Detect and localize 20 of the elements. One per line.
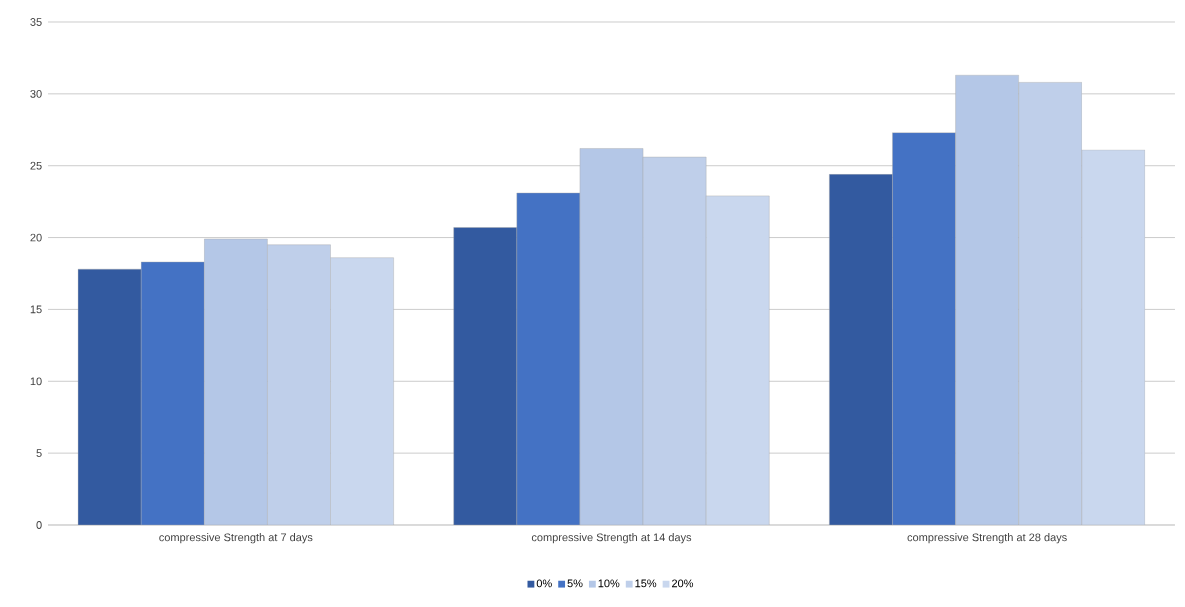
x-tick-label: compressive Strength at 28 days xyxy=(907,533,1067,544)
bar xyxy=(516,192,581,525)
y-tick-label: 30 xyxy=(30,89,42,98)
bar xyxy=(892,132,956,525)
y-tick-label: 10 xyxy=(30,377,42,386)
x-tick-label: compressive Strength at 14 days xyxy=(531,533,692,544)
legend-label: 10% xyxy=(598,579,620,588)
y-tick-label: 20 xyxy=(30,233,42,242)
x-tick-label: compressive Strength at 7 days xyxy=(159,533,313,544)
y-tick-label: 0 xyxy=(36,521,42,529)
legend-label: 0% xyxy=(536,579,552,588)
legend-label: 15% xyxy=(635,579,657,588)
y-tick-label: 5 xyxy=(36,449,42,457)
y-tick-label: 15 xyxy=(30,305,42,314)
legend-label: 5% xyxy=(567,579,583,588)
y-tick-label: 25 xyxy=(30,161,42,170)
bar xyxy=(579,148,644,525)
bar xyxy=(140,261,205,525)
legend-label: 20% xyxy=(672,579,694,588)
y-tick-label: 35 xyxy=(30,18,42,26)
